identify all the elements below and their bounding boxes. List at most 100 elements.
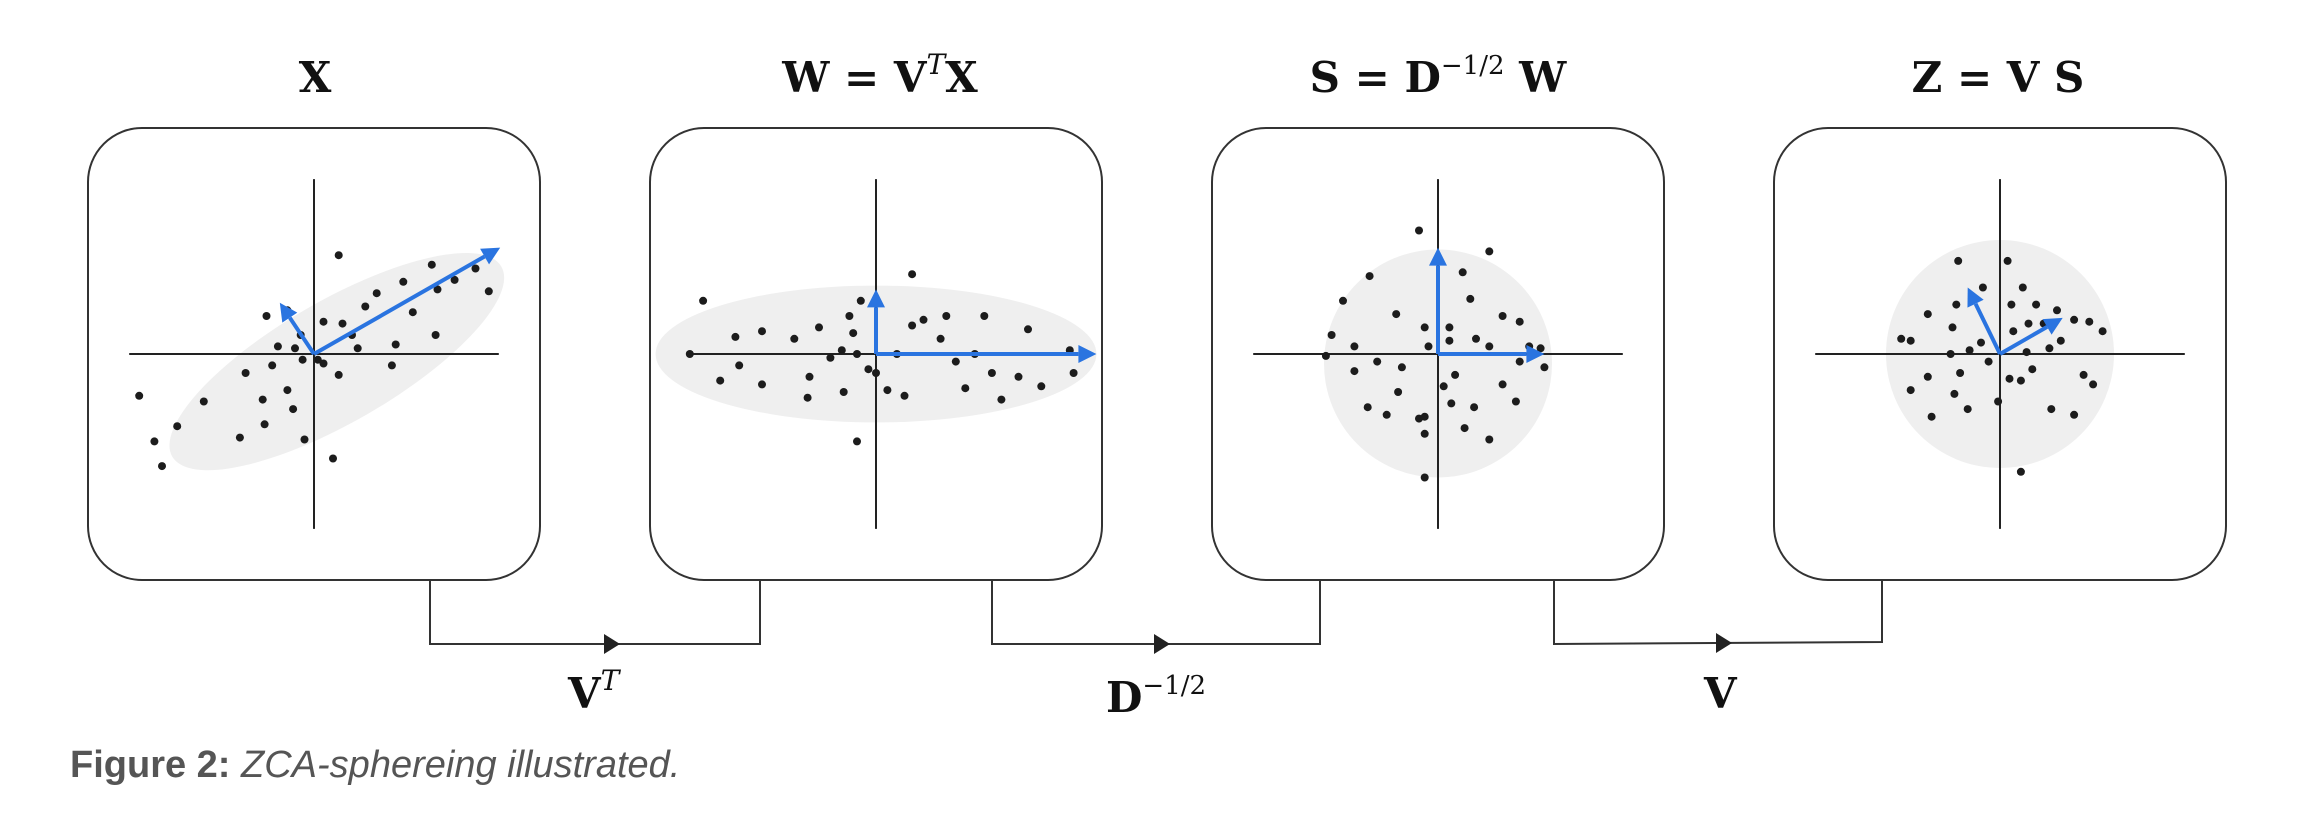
data-point: [2022, 348, 2031, 357]
data-point: [864, 365, 873, 374]
data-point: [2018, 283, 2027, 292]
panel-x: [87, 127, 541, 581]
data-point: [1339, 296, 1347, 305]
data-point: [1466, 294, 1475, 303]
data-point: [484, 287, 493, 296]
data-point: [2047, 405, 2056, 414]
data-point: [1470, 403, 1479, 412]
data-point: [319, 317, 328, 326]
data-point: [735, 361, 744, 370]
operation-label-vt: VT: [567, 664, 622, 718]
data-point: [313, 355, 322, 364]
data-point: [433, 285, 442, 294]
panel-z: [1773, 127, 2227, 581]
data-point: [1948, 323, 1957, 332]
panel-title-z: Z = V S: [1912, 53, 2085, 102]
panel-s: [1211, 127, 1665, 581]
data-point: [199, 397, 208, 406]
data-point: [2028, 365, 2037, 374]
data-point: [856, 296, 865, 305]
data-point: [1363, 403, 1372, 412]
caption-text: ZCA-sphereing illustrated.: [241, 744, 681, 786]
vector-arrowhead-icon: [1526, 345, 1545, 363]
distribution-cloud: [169, 252, 505, 471]
data-point: [758, 380, 766, 389]
data-point: [872, 369, 880, 377]
data-point: [334, 370, 343, 379]
data-point: [1923, 310, 1932, 319]
data-point: [1950, 389, 1959, 398]
data-point: [1965, 346, 1974, 355]
principal-vector: [1999, 325, 2049, 356]
data-point: [1420, 323, 1429, 332]
data-point: [790, 334, 799, 343]
data-point: [2024, 319, 2033, 328]
data-point: [2070, 410, 2079, 419]
data-point: [1373, 357, 1382, 366]
data-point: [408, 308, 417, 317]
data-point: [716, 376, 725, 385]
panel-title-x: X: [299, 53, 332, 102]
data-point: [826, 353, 835, 362]
data-point: [961, 384, 970, 393]
data-point: [908, 321, 917, 330]
data-point: [1906, 386, 1915, 395]
data-point: [427, 260, 436, 269]
data-point: [399, 277, 408, 286]
data-point: [329, 454, 337, 463]
data-point: [2003, 256, 2012, 265]
data-point: [2056, 336, 2065, 345]
data-point: [1460, 424, 1469, 433]
data-point: [1424, 342, 1433, 351]
data-point: [338, 319, 347, 328]
data-point: [450, 275, 459, 284]
data-point: [235, 433, 244, 442]
data-point: [471, 264, 480, 273]
data-point: [2016, 376, 2025, 385]
data-point: [731, 332, 740, 341]
data-point: [853, 437, 861, 446]
data-point: [298, 355, 307, 364]
vector-arrowhead-icon: [1078, 345, 1097, 363]
data-point: [135, 391, 144, 400]
data-point: [839, 388, 848, 396]
data-point: [951, 357, 960, 366]
data-point: [1515, 357, 1524, 366]
operation-label-v: V: [1703, 669, 1738, 718]
data-point: [1397, 363, 1406, 372]
data-point: [685, 350, 694, 358]
arrowhead-icon: [1154, 634, 1170, 654]
panel-w: [649, 127, 1103, 581]
data-point: [1485, 435, 1494, 444]
data-point: [1485, 342, 1494, 351]
data-point: [1024, 325, 1032, 334]
data-point: [699, 296, 708, 305]
vector-arrowhead-icon: [867, 289, 885, 308]
data-point: [1977, 338, 1985, 347]
data-point: [291, 344, 299, 353]
arrowhead-icon: [1716, 633, 1732, 653]
data-point: [372, 289, 381, 298]
principal-vector: [1973, 302, 2002, 355]
data-point: [2053, 306, 2061, 315]
data-point: [283, 386, 292, 395]
data-point: [1014, 372, 1023, 381]
data-point: [1392, 310, 1401, 319]
data-point: [2016, 467, 2025, 476]
data-point: [942, 312, 951, 320]
data-point: [1415, 226, 1423, 235]
data-point: [173, 422, 182, 431]
data-point: [1956, 369, 1965, 377]
data-point: [1350, 342, 1359, 351]
data-point: [431, 331, 440, 339]
data-point: [919, 315, 928, 324]
panel-x-plot: [129, 179, 505, 529]
data-point: [1540, 363, 1549, 372]
data-point: [2032, 300, 2041, 309]
data-point: [262, 312, 271, 320]
panel-s-plot: [1253, 179, 1623, 529]
data-point: [1445, 323, 1454, 332]
data-point: [1420, 412, 1429, 421]
data-point: [987, 369, 996, 377]
data-point: [997, 395, 1006, 404]
